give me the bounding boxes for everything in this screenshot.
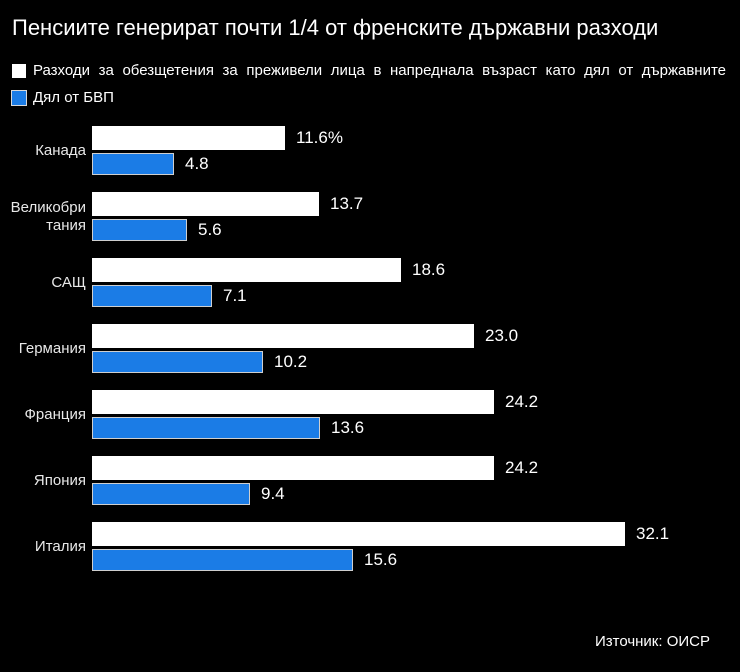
bar-group: 24.2 13.6 <box>92 390 538 439</box>
gdp-share-value: 5.6 <box>198 220 222 239</box>
government-share-value: 13.7 <box>330 194 364 213</box>
gdp-share-bar <box>92 219 187 241</box>
category-label: Япония <box>33 471 86 489</box>
gdp-share-bar-line: 9.4 <box>92 483 538 505</box>
bar-group: 13.7 5.6 <box>92 192 363 241</box>
source-note: Източник: ОИСР <box>594 633 710 650</box>
government-share-bar <box>92 456 494 480</box>
bar-group: 24.2 9.4 <box>92 456 538 505</box>
gdp-share-bar <box>92 153 174 175</box>
government-share-bar <box>92 390 494 414</box>
bar-row: Франция 24.2 13.6 <box>0 390 740 439</box>
bar-row: Канада 11.6% 4.8 <box>0 126 740 175</box>
white-swatch-icon <box>12 64 26 78</box>
category-label: Италия <box>34 537 86 555</box>
government-share-bar-line: 24.2 <box>92 390 538 414</box>
category-label: САЩ <box>51 273 86 291</box>
government-share-value: 23.0 <box>485 326 519 345</box>
gdp-share-bar-line: 4.8 <box>92 153 343 175</box>
government-share-bar <box>92 258 401 282</box>
government-share-value: 32.1 <box>636 524 670 543</box>
legend-label-gdp-share: Дял от БВП <box>33 89 114 106</box>
government-share-bar-line: 23.0 <box>92 324 518 348</box>
gdp-share-value: 7.1 <box>223 286 247 305</box>
legend-label-government-share: Разходи за обезщетения за преживели лица… <box>33 62 726 79</box>
legend: Разходи за обезщетения за преживели лица… <box>12 62 726 107</box>
gdp-share-bar-line: 13.6 <box>92 417 538 439</box>
bar-chart: Канада 11.6% 4.8 Великобри тания 13.7 5.… <box>0 126 740 571</box>
category-label: Великобри тания <box>10 198 86 234</box>
government-share-bar-line: 13.7 <box>92 192 363 216</box>
government-share-value: 11.6% <box>296 128 343 147</box>
government-share-value: 18.6 <box>412 260 446 279</box>
bar-row: САЩ 18.6 7.1 <box>0 258 740 307</box>
gdp-share-bar <box>92 285 212 307</box>
gdp-share-value: 4.8 <box>185 154 209 173</box>
government-share-bar <box>92 192 319 216</box>
bar-row: Великобри тания 13.7 5.6 <box>0 192 740 241</box>
government-share-bar <box>92 324 474 348</box>
blue-swatch-icon <box>12 91 26 105</box>
chart-title: Пенсиите генерират почти 1/4 от френскит… <box>12 15 659 40</box>
government-share-bar <box>92 522 625 546</box>
gdp-share-value: 15.6 <box>364 550 398 569</box>
government-share-value: 24.2 <box>505 392 539 411</box>
category-label: Франция <box>24 405 86 423</box>
gdp-share-value: 9.4 <box>261 484 285 503</box>
bar-row: Япония 24.2 9.4 <box>0 456 740 505</box>
government-share-bar <box>92 126 285 150</box>
bar-group: 32.1 15.6 <box>92 522 669 571</box>
bar-row: Италия 32.1 15.6 <box>0 522 740 571</box>
legend-item-government-share: Разходи за обезщетения за преживели лица… <box>12 62 726 80</box>
gdp-share-bar <box>92 549 353 571</box>
bar-group: 18.6 7.1 <box>92 258 445 307</box>
bar-row: Германия 23.0 10.2 <box>0 324 740 373</box>
government-share-bar-line: 24.2 <box>92 456 538 480</box>
gdp-share-bar <box>92 417 320 439</box>
government-share-bar-line: 18.6 <box>92 258 445 282</box>
gdp-share-bar <box>92 351 263 373</box>
category-label: Германия <box>18 339 86 357</box>
bar-group: 23.0 10.2 <box>92 324 518 373</box>
gdp-share-bar-line: 10.2 <box>92 351 518 373</box>
gdp-share-bar <box>92 483 250 505</box>
gdp-share-value: 13.6 <box>331 418 365 437</box>
gdp-share-value: 10.2 <box>274 352 308 371</box>
category-label: Канада <box>35 141 86 159</box>
bar-group: 11.6% 4.8 <box>92 126 343 175</box>
government-share-value: 24.2 <box>505 458 539 477</box>
government-share-bar-line: 32.1 <box>92 522 669 546</box>
gdp-share-bar-line: 7.1 <box>92 285 445 307</box>
government-share-bar-line: 11.6% <box>92 126 343 150</box>
gdp-share-bar-line: 15.6 <box>92 549 669 571</box>
legend-item-gdp-share: Дял от БВП <box>12 89 726 107</box>
chart-page: Пенсиите генерират почти 1/4 от френскит… <box>0 14 740 650</box>
gdp-share-bar-line: 5.6 <box>92 219 363 241</box>
